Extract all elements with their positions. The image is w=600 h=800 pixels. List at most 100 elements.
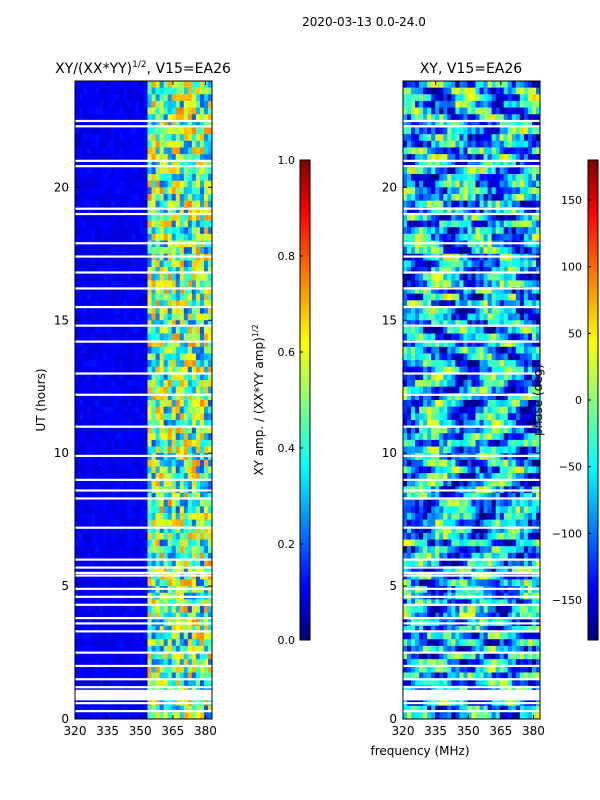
heatmap-cell <box>439 287 444 295</box>
heatmap-cell <box>83 140 88 149</box>
heatmap-cell <box>195 519 201 527</box>
heatmap-cell <box>87 326 92 335</box>
heatmap-cell <box>435 120 440 129</box>
heatmap-cell <box>463 140 469 149</box>
heatmap-cell <box>143 519 149 527</box>
heatmap-cell <box>487 346 493 355</box>
heatmap-cell <box>139 193 145 202</box>
heatmap-cell <box>135 519 141 527</box>
heatmap-cell <box>103 519 108 527</box>
heatmap-cell <box>151 712 157 719</box>
heatmap-cell <box>431 120 436 129</box>
heatmap-cell <box>531 233 537 242</box>
heatmap-cell <box>171 459 177 468</box>
heatmap-cell <box>139 360 145 368</box>
heatmap-cell <box>155 140 161 149</box>
heatmap-cell <box>415 260 420 268</box>
heatmap-cell <box>491 360 497 368</box>
heatmap-cell <box>483 200 489 208</box>
heatmap-cell <box>403 340 408 348</box>
heatmap-cell <box>163 233 169 242</box>
heatmap-cell <box>163 685 169 694</box>
heatmap-cell <box>103 380 108 388</box>
heatmap-cell <box>203 333 209 341</box>
heatmap-cell <box>427 273 432 281</box>
heatmap-cell <box>463 134 469 142</box>
heatmap-cell <box>207 207 212 215</box>
heatmap-cell <box>143 313 149 321</box>
heatmap-cell <box>83 273 88 281</box>
heatmap-cell <box>95 333 100 341</box>
heatmap-cell <box>195 227 201 235</box>
heatmap-cell <box>207 200 212 208</box>
heatmap-cell <box>95 566 100 574</box>
heatmap-cell <box>207 512 212 521</box>
heatmap-cell <box>175 552 181 561</box>
heatmap-cell <box>483 366 489 375</box>
heatmap-cell <box>83 114 88 122</box>
heatmap-cell <box>187 200 193 208</box>
heatmap-cell <box>183 479 189 487</box>
heatmap-cell <box>151 659 157 667</box>
heatmap-cell <box>495 340 501 348</box>
heatmap-cell <box>171 639 177 647</box>
heatmap-cell <box>515 380 521 388</box>
heatmap-cell <box>87 546 92 554</box>
heatmap-cell <box>119 606 124 614</box>
heatmap-cell <box>87 120 92 129</box>
heatmap-cell <box>87 340 92 348</box>
heatmap-cell <box>155 320 161 328</box>
heatmap-cell <box>95 612 100 620</box>
heatmap-cell <box>175 606 181 614</box>
heatmap-cell <box>151 247 157 255</box>
heatmap-cell <box>471 333 477 341</box>
heatmap-cell <box>183 227 189 235</box>
heatmap-cell <box>95 260 100 268</box>
heatmap-cell <box>123 273 128 281</box>
heatmap-cell <box>515 280 521 288</box>
heatmap-cell <box>519 233 525 242</box>
heatmap-cell <box>187 606 193 614</box>
heatmap-cell <box>523 373 529 381</box>
heatmap-cell <box>455 366 461 375</box>
heatmap-cell <box>87 193 92 202</box>
heatmap-cell <box>455 313 461 321</box>
heatmap-cell <box>87 267 92 275</box>
heatmap-cell <box>487 87 493 95</box>
heatmap-cell <box>155 652 161 660</box>
heatmap-cell <box>503 320 509 328</box>
heatmap-cell <box>187 446 193 454</box>
heatmap-cell <box>107 386 112 394</box>
heatmap-cell <box>83 233 88 242</box>
heatmap-cell <box>515 306 521 315</box>
heatmap-cell <box>467 227 473 235</box>
heatmap-cell <box>411 187 416 195</box>
heatmap-cell <box>99 672 104 680</box>
heatmap-cell <box>135 280 141 288</box>
heatmap-cell <box>155 599 161 607</box>
heatmap-cell <box>143 625 149 634</box>
heatmap-cell <box>191 526 197 534</box>
heatmap-cell <box>443 373 448 381</box>
heatmap-cell <box>135 180 141 188</box>
heatmap-cell <box>87 705 92 713</box>
heatmap-cell <box>87 532 92 541</box>
heatmap-cell <box>507 373 513 381</box>
heatmap-cell <box>87 652 92 660</box>
heatmap-cell <box>139 419 145 428</box>
heatmap-cell <box>435 127 440 135</box>
heatmap-cell <box>155 233 161 242</box>
heatmap-cell <box>123 552 128 561</box>
heatmap-cell <box>87 94 92 102</box>
heatmap-cell <box>495 127 501 135</box>
left-colorbar: 0.00.20.40.60.81.0 XY amp. / (XX*YY amp)… <box>251 154 311 647</box>
heatmap-cell <box>519 193 525 202</box>
heatmap-cell <box>171 280 177 288</box>
heatmap-cell <box>79 439 84 448</box>
heatmap-cell <box>95 140 100 149</box>
heatmap-cell <box>499 160 505 168</box>
heatmap-cell <box>163 346 169 355</box>
heatmap-cell <box>139 446 145 454</box>
heatmap-cell <box>499 227 505 235</box>
heatmap-cell <box>99 519 104 527</box>
